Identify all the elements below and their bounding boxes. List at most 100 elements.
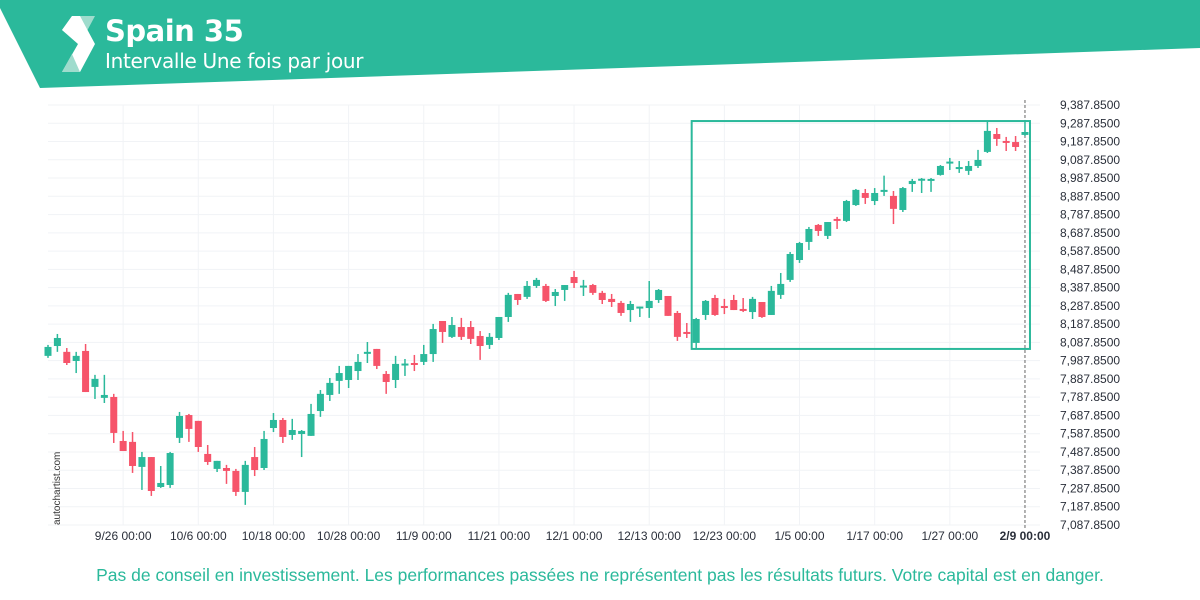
candle-body	[579, 285, 587, 288]
candle	[410, 354, 418, 372]
y-tick-label: 8,887.8500	[1060, 189, 1120, 203]
candle	[824, 222, 832, 240]
candle	[683, 323, 691, 338]
candle	[880, 175, 888, 196]
candle-body	[176, 415, 184, 438]
candle	[298, 430, 306, 458]
candle-body	[514, 293, 522, 300]
risk-disclaimer: Pas de conseil en investissement. Les pe…	[96, 565, 1104, 585]
candle	[551, 289, 559, 307]
candle	[72, 351, 80, 374]
candle	[1012, 136, 1020, 151]
x-tick-label: 10/28 00:00	[317, 529, 381, 543]
candle	[542, 283, 550, 303]
candle	[739, 297, 747, 313]
candle-body	[561, 285, 569, 290]
candle-body	[382, 373, 390, 382]
candlestick-chart: 9,387.8500 9,287.8500 9,187.8500 9,087.8500…	[44, 98, 1120, 543]
candle	[889, 190, 897, 225]
candle-body	[439, 320, 447, 332]
y-tick-label: 9,287.8500	[1060, 116, 1120, 130]
candle-body	[53, 337, 61, 347]
candle-body	[495, 316, 503, 338]
y-tick-label: 8,787.8500	[1060, 208, 1120, 222]
candle-body	[345, 365, 353, 380]
candle	[147, 457, 155, 496]
candle	[532, 277, 540, 288]
candle-body	[918, 178, 926, 181]
candle-body	[448, 325, 456, 337]
y-tick-label: 7,787.8500	[1060, 390, 1120, 404]
candle-body	[420, 354, 428, 362]
y-tick-label: 7,687.8500	[1060, 408, 1120, 422]
candle-body	[598, 292, 606, 300]
candle-body	[711, 297, 719, 315]
candle-body	[758, 302, 766, 317]
candle-body	[232, 470, 240, 492]
candle	[392, 355, 400, 389]
candle	[814, 224, 822, 236]
candle-body	[927, 178, 935, 181]
candle-body	[983, 130, 991, 152]
candle-body	[410, 362, 418, 365]
candle	[796, 241, 804, 263]
candle	[504, 292, 512, 322]
candle	[664, 295, 672, 316]
candle-body	[861, 192, 869, 198]
candle-body	[204, 453, 212, 462]
candle	[570, 270, 578, 288]
candle	[805, 226, 813, 250]
candle	[382, 371, 390, 394]
candle	[63, 348, 71, 366]
candle	[561, 285, 569, 301]
candle	[241, 460, 249, 505]
y-tick-label: 9,187.8500	[1060, 135, 1120, 149]
candle	[1002, 136, 1010, 151]
candle-body	[871, 192, 879, 202]
candle-body	[1021, 131, 1029, 135]
candle	[373, 348, 381, 370]
candle	[786, 251, 794, 282]
candle	[711, 294, 719, 316]
candle	[636, 306, 644, 317]
candle-body	[692, 318, 700, 343]
y-tick-label: 9,087.8500	[1060, 153, 1120, 167]
candle-body	[993, 134, 1001, 139]
candle-body	[655, 289, 663, 300]
watermark: autochartist.com	[52, 451, 63, 525]
x-tick-label: 12/13 00:00	[618, 529, 682, 543]
candle	[326, 377, 334, 401]
candle-body	[44, 346, 52, 356]
candle-body	[608, 298, 616, 303]
candle	[655, 289, 663, 303]
candle	[401, 358, 409, 376]
candle-body	[486, 336, 494, 345]
y-tick-label: 7,087.8500	[1060, 518, 1120, 532]
candle	[213, 460, 221, 473]
candle	[749, 296, 757, 319]
y-tick-label: 8,087.8500	[1060, 335, 1120, 349]
candle-body	[91, 378, 99, 387]
candle	[251, 446, 259, 477]
candle	[138, 451, 146, 490]
y-tick-label: 8,287.8500	[1060, 299, 1120, 313]
x-tick-label: 11/21 00:00	[468, 529, 531, 543]
candle-body	[110, 396, 118, 433]
candle-body	[523, 285, 531, 297]
candle-body	[852, 189, 860, 206]
candle-body	[673, 312, 681, 337]
candle-body	[626, 304, 634, 311]
candle-body	[908, 180, 916, 185]
x-tick-label: 1/17 00:00	[846, 529, 903, 543]
candle-body	[119, 440, 127, 452]
y-tick-label: 8,687.8500	[1060, 226, 1120, 240]
candle	[598, 290, 606, 305]
candle-body	[749, 298, 757, 313]
candle-body	[354, 361, 362, 372]
candle-body	[82, 350, 90, 393]
y-axis: 9,387.8500 9,287.8500 9,187.8500 9,087.8500…	[1060, 98, 1120, 532]
candle	[514, 293, 522, 305]
header-band	[0, 0, 1200, 88]
x-axis: 9/26 00:00 10/6 00:00 10/18 00:00 10/28 00:…	[95, 529, 1051, 543]
interval-subtitle: Intervalle Une fois par jour	[105, 49, 364, 73]
